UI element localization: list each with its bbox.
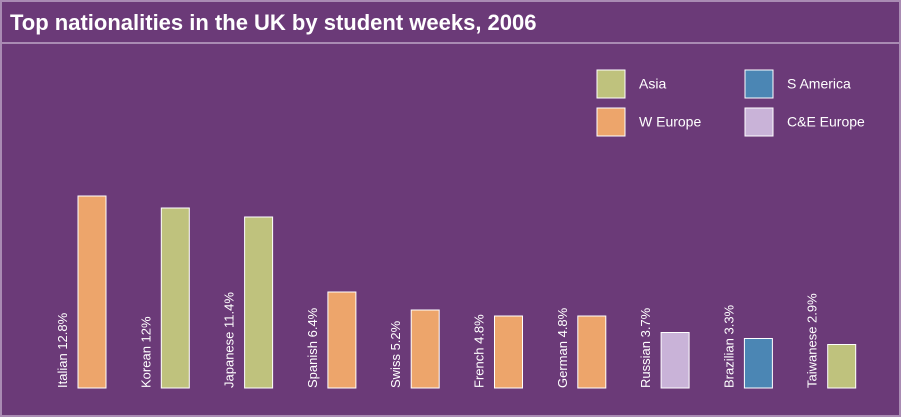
category-label: Japanese: [222, 332, 237, 388]
value-label: 2.9%: [805, 293, 820, 323]
bar-label: Russian 3.7%: [639, 307, 654, 388]
category-label: German: [555, 341, 570, 388]
legend-label: C&E Europe: [787, 114, 865, 130]
value-label: 11.4%: [222, 292, 237, 328]
legend-swatch: [744, 107, 774, 137]
category-label: Swiss: [389, 354, 404, 388]
bar-label: Brazilian 3.3%: [722, 304, 737, 388]
bar: [160, 207, 190, 389]
value-label: 4.8%: [472, 314, 487, 344]
category-label: Brazilian: [722, 338, 737, 388]
value-label: 12.8%: [55, 312, 70, 349]
bar-label: Italian 12.8%: [55, 312, 70, 388]
legend-label: Asia: [639, 76, 666, 92]
bar: [660, 332, 690, 389]
legend-swatch: [596, 69, 626, 99]
bar-label: Korean 12%: [139, 316, 154, 388]
category-label: Taiwanese: [805, 327, 820, 388]
legend-label: S America: [787, 76, 851, 92]
category-label: Korean: [139, 346, 154, 388]
value-label: 4.8%: [555, 307, 570, 337]
bar-label: German 4.8%: [555, 307, 570, 388]
bar-label: Swiss 5.2%: [389, 320, 404, 388]
bar: [77, 195, 107, 389]
category-label: French: [472, 348, 487, 388]
legend-swatch: [744, 69, 774, 99]
category-label: Spanish: [305, 341, 320, 388]
bar: [827, 344, 857, 389]
bar: [494, 315, 523, 389]
legend-swatch: [596, 107, 626, 137]
bar-label: French 4.8%: [472, 314, 487, 388]
value-label: 6.4%: [305, 307, 320, 337]
bar-label: Taiwanese 2.9%: [805, 293, 820, 388]
bar: [577, 315, 607, 389]
value-label: 3.3%: [722, 304, 737, 334]
chart-title: Top nationalities in the UK by student w…: [10, 10, 537, 35]
bar: [244, 216, 274, 389]
category-label: Italian: [55, 353, 70, 388]
category-label: Russian: [639, 341, 654, 388]
bar: [410, 309, 440, 389]
bar: [743, 338, 773, 389]
bar-label: Spanish 6.4%: [305, 307, 320, 388]
bar-label: Japanese 11.4%: [222, 292, 237, 388]
legend-label: W Europe: [639, 114, 701, 130]
value-label: 5.2%: [389, 320, 404, 350]
value-label: 3.7%: [639, 307, 654, 337]
value-label: 12%: [139, 316, 154, 342]
bar: [327, 291, 357, 389]
